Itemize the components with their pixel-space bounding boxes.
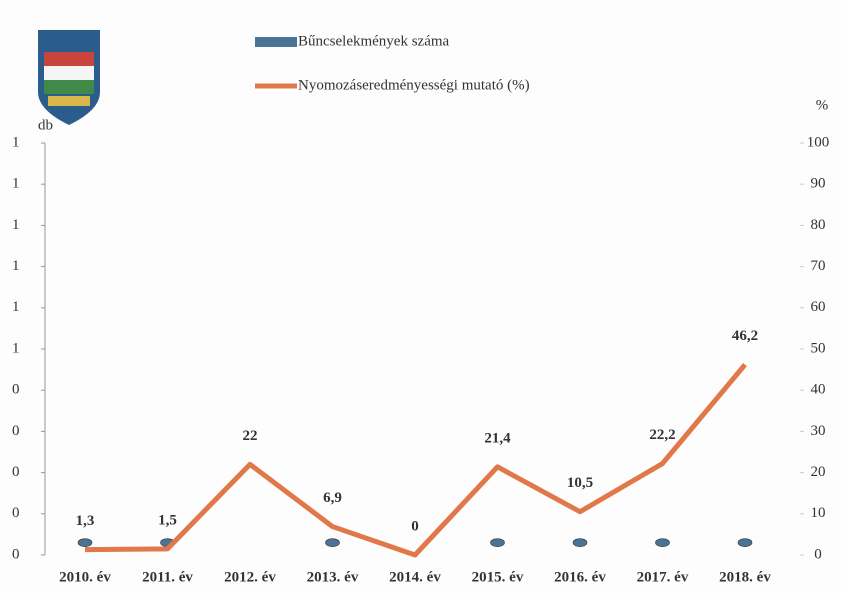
x-tick-label: 2015. év xyxy=(472,569,524,585)
data-label: 1,3 xyxy=(76,513,95,529)
line xyxy=(84,363,747,558)
y-tick-label: 1 xyxy=(12,340,20,356)
y2-tick-label: 20 xyxy=(811,464,826,480)
x-tick-label: 2018. év xyxy=(719,569,771,585)
y2-tick-label: 40 xyxy=(811,382,826,398)
y2-axis-title: % xyxy=(816,97,829,113)
y-tick-label: 1 xyxy=(12,217,20,233)
bar xyxy=(490,538,505,547)
x-tick-label: 2014. év xyxy=(389,569,441,585)
logo xyxy=(38,30,100,125)
x-tick-label: 2017. év xyxy=(637,569,689,585)
y-tick-label: 1 xyxy=(12,258,20,274)
y-tick-label: 1 xyxy=(12,134,20,150)
bar xyxy=(655,538,670,547)
y-tick-label: 0 xyxy=(12,546,20,562)
bar xyxy=(77,538,93,547)
data-label: 21,4 xyxy=(484,430,511,446)
bar xyxy=(325,538,340,547)
y-axis-title: db xyxy=(38,117,53,133)
x-tick-label: 2011. év xyxy=(142,569,193,585)
y-tick-label: 0 xyxy=(12,423,20,439)
y2-tick-label: 70 xyxy=(811,258,826,274)
x-tick-label: 2010. év xyxy=(59,569,111,585)
y2-tick-label: 60 xyxy=(811,299,826,315)
data-label: 0 xyxy=(411,518,419,534)
data-label: 46,2 xyxy=(732,328,758,344)
y2-tick-label: 10 xyxy=(811,505,826,521)
y2-tick-label: 30 xyxy=(811,423,826,439)
data-label: 22 xyxy=(243,428,258,444)
x-tick-label: 2012. év xyxy=(224,569,276,585)
y-tick-label: 0 xyxy=(12,382,20,398)
legend-swatch xyxy=(255,37,297,47)
bar xyxy=(572,538,588,547)
y-tick-label: 0 xyxy=(12,464,20,480)
y-tick-label: 0 xyxy=(12,505,20,521)
x-tick-label: 2016. év xyxy=(554,569,606,585)
y-tick-label: 1 xyxy=(12,299,20,315)
data-label: 22,2 xyxy=(649,427,675,443)
y2-tick-label: 90 xyxy=(811,176,826,192)
bar xyxy=(737,538,753,547)
data-label: 10,5 xyxy=(567,475,593,491)
y-tick-label: 1 xyxy=(12,176,20,192)
y2-tick-label: 0 xyxy=(814,546,822,562)
legend-label: Bűncselekmények száma xyxy=(298,33,450,49)
data-label: 6,9 xyxy=(323,490,342,506)
y2-tick-label: 50 xyxy=(811,340,826,356)
data-label: 1,5 xyxy=(158,512,177,528)
y2-tick-label: 80 xyxy=(811,217,826,233)
y2-tick-label: 100 xyxy=(807,134,830,150)
x-tick-label: 2013. év xyxy=(307,569,359,585)
legend-label: Nyomozáseredményességi mutató (%) xyxy=(298,77,530,93)
